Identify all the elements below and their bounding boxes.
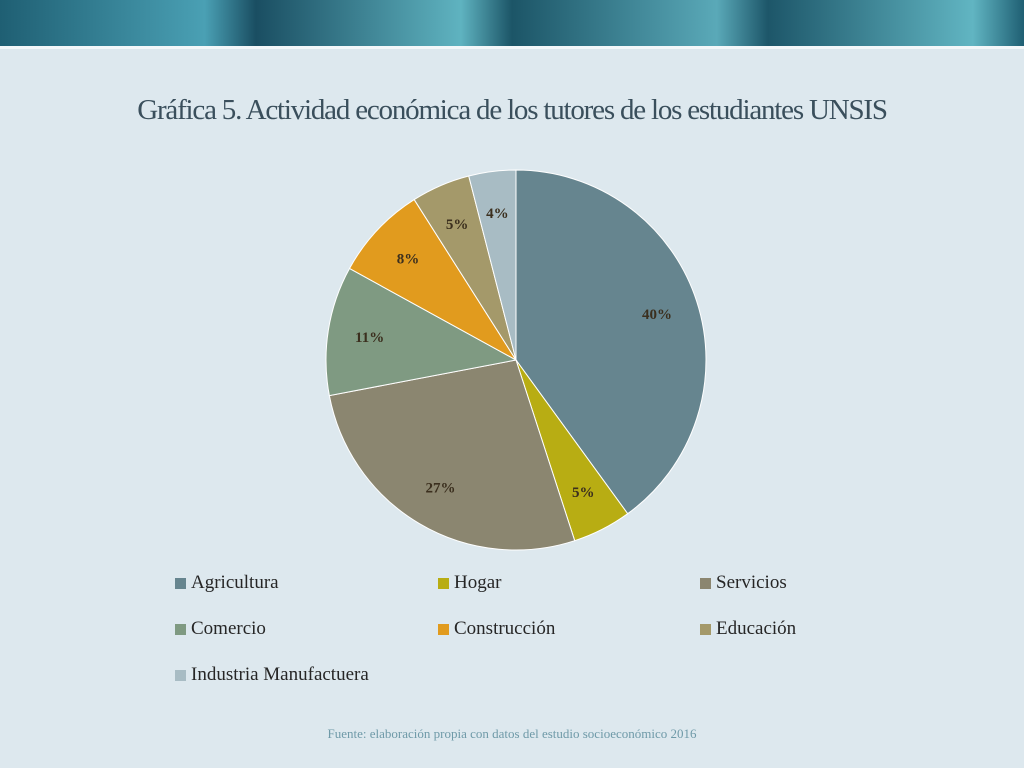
pie-slice-industria-manufactuera — [468, 169, 517, 361]
pie-slice-construccion — [348, 198, 517, 361]
legend-swatch — [175, 577, 186, 589]
source-note: Fuente: elaboración propia con datos del… — [327, 726, 697, 741]
pie-slice-servicios — [328, 359, 576, 551]
legend-item-servicios: Servicios — [700, 572, 787, 594]
pie-slice-agricultura — [515, 169, 707, 515]
legend-item-agricultura: Agricultura — [175, 572, 279, 594]
legend-swatch — [438, 623, 449, 635]
legend-item-construccion: Construcción — [438, 618, 555, 640]
legend-item-hogar: Hogar — [438, 572, 501, 594]
data-label-construccion: 8% — [397, 252, 420, 268]
data-label-servicios: 27% — [426, 481, 456, 497]
legend-item-industria-manufactuera: Industria Manufactuera — [175, 664, 369, 686]
data-label-agricultura: 40% — [642, 307, 672, 323]
legend-swatch — [175, 623, 186, 635]
legend-swatch — [175, 669, 186, 681]
data-label-hogar: 5% — [572, 485, 595, 501]
legend-swatch — [438, 577, 449, 589]
legend-label: Construcción — [454, 618, 556, 639]
legend-item-comercio: Comercio — [175, 618, 266, 640]
legend-swatch — [700, 577, 711, 589]
pie-slice-comercio — [325, 267, 518, 397]
data-label-industria-manufactuera: 4% — [486, 206, 509, 222]
legend-swatch — [700, 623, 711, 635]
decorative-banner — [0, 0, 1024, 46]
legend-item-educacion: Educación — [700, 618, 796, 640]
legend-label: Agricultura — [191, 572, 279, 593]
legend-label: Industria Manufactuera — [191, 664, 369, 685]
legend-label: Comercio — [191, 618, 266, 639]
pie-chart: 40% 5% 27% 11% 8% 5% 4% — [325, 169, 707, 551]
legend-label: Hogar — [454, 572, 502, 593]
legend-label: Servicios — [716, 572, 787, 593]
legend-label: Educación — [716, 618, 797, 639]
banner-divider — [0, 46, 1024, 49]
data-label-comercio: 11% — [355, 330, 384, 346]
chart-title: Gráfica 5. Actividad económica de los tu… — [137, 94, 888, 126]
data-label-educacion: 5% — [446, 217, 469, 233]
